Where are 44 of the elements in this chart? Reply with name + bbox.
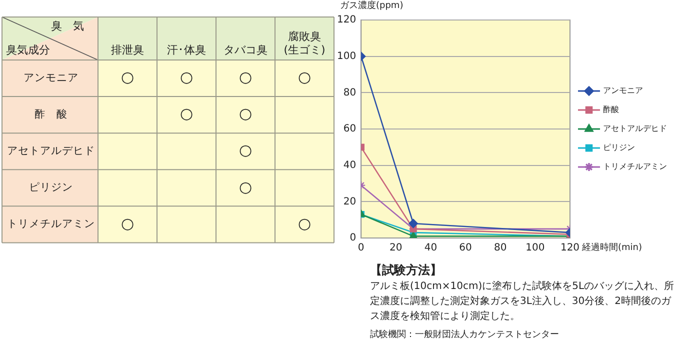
y-axis-title: 臭気成分: [6, 43, 50, 56]
text: ○: [238, 178, 252, 196]
text: ○: [238, 104, 252, 123]
x-tick-label: 0: [358, 242, 364, 254]
y-tick-label: 20: [343, 196, 356, 208]
x-tick-label: 排泄臭: [111, 43, 144, 56]
text: 試験機関：一般財団法人カケンテストセンター: [370, 328, 560, 342]
x-tick-label: 40: [424, 242, 438, 254]
x-axis-title: 経過時間(min): [581, 242, 642, 253]
y-tick-label: 120: [336, 14, 356, 26]
legend-label: アセトアルデヒド: [603, 124, 667, 134]
x-tick-label: 80: [494, 242, 507, 254]
x-tick-label: 120: [560, 242, 580, 254]
y-tick-label: 80: [343, 87, 356, 98]
y-tick-label: ピリジン: [29, 182, 73, 194]
legend-label: ピリジン: [603, 143, 635, 152]
y-axis-title: ガス濃度(ppm): [340, 0, 404, 11]
text: アルミ板(10cm×10cm)に塗布した試験体を5Lのバッグに入れ、所定濃度に調整した測定対象ガスを3L注入し、30分後、2時間後のガス濃度を検知管により測定した。: [370, 280, 676, 324]
text: ○: [120, 68, 134, 86]
x-tick-label: 腐敗臭(生ゴミ): [284, 30, 326, 56]
y-tick-label: 40: [343, 160, 356, 171]
legend-label: 酢酸: [603, 105, 619, 114]
y-tick-label: トリメチルアミン: [7, 218, 95, 230]
x-tick-label: 100: [526, 242, 545, 254]
y-tick-label: アセトアルデヒド: [7, 145, 95, 158]
text: ○: [180, 68, 194, 86]
text: ○: [238, 68, 252, 86]
y-tick-label: 0: [350, 232, 356, 244]
legend-label: トリメチルアミン: [603, 162, 667, 172]
x-tick-label: タバコ臭: [224, 43, 268, 56]
text: ○: [180, 104, 194, 123]
y-tick-label: アンモニア: [24, 72, 78, 84]
x-tick-label: 60: [459, 242, 472, 254]
text: ○: [238, 141, 252, 160]
text: ○: [298, 68, 312, 86]
x-axis-title: 臭 気: [51, 19, 84, 32]
x-tick-label: 20: [390, 242, 402, 254]
x-tick-label: 汗･体臭: [167, 43, 206, 56]
text: 【試験方法】: [370, 262, 443, 279]
y-tick-label: 酢 酸: [34, 108, 68, 121]
text: ○: [120, 214, 134, 232]
legend-label: アンモニア: [603, 86, 643, 96]
y-tick-label: 60: [343, 124, 356, 135]
text: ○: [298, 214, 312, 232]
